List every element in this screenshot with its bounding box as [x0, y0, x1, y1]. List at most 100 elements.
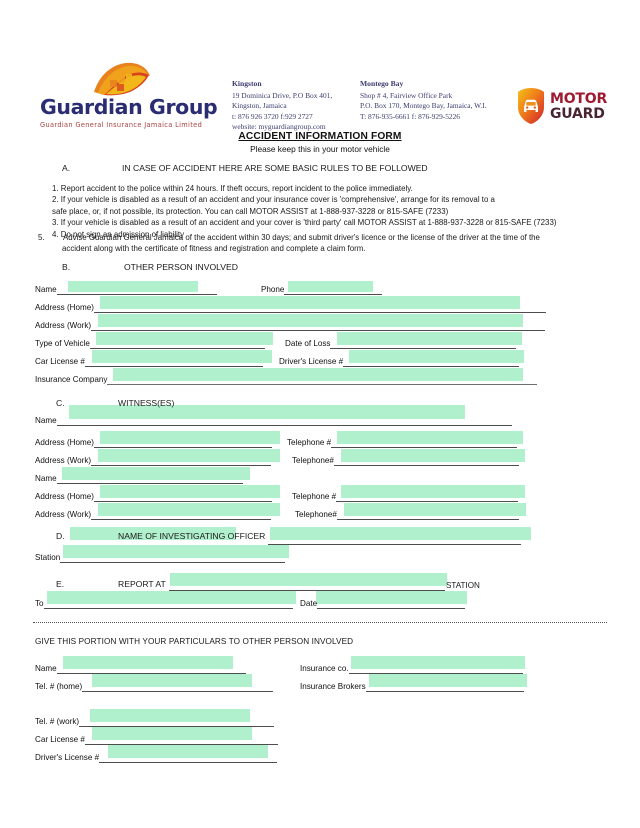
field-witness2-telephone2[interactable]: Telephone#: [295, 508, 519, 520]
field-car-license[interactable]: Car License #: [35, 355, 263, 367]
field-input-line[interactable]: [333, 454, 519, 466]
highlight-block: [288, 281, 373, 292]
field-input-line[interactable]: [84, 355, 263, 367]
field-input-line[interactable]: [91, 508, 272, 520]
field-station[interactable]: Station: [35, 551, 286, 563]
field-input-line[interactable]: [336, 508, 519, 520]
field-label: Insurance Company: [35, 375, 108, 384]
guardian-group-logo: Guardian Group Guardian General Insuranc…: [40, 62, 218, 129]
field-tearoff-insurance-co[interactable]: Insurance co.: [300, 662, 523, 674]
office-address-montego-bay: Montego Bay Shop # 4, Fairview Office Pa…: [360, 79, 487, 122]
field-other-person-address-work[interactable]: Address (Work): [35, 319, 546, 331]
field-insurance-company[interactable]: Insurance Company: [35, 373, 538, 385]
field-date-of-loss[interactable]: Date of Loss: [285, 337, 517, 349]
highlight-block: [351, 656, 525, 669]
field-input-line[interactable]: [331, 436, 518, 448]
field-witness2-address-home[interactable]: Address (Home): [35, 490, 272, 502]
section-b-letter: B.: [62, 262, 71, 272]
office-line: P.O. Box 170, Montego Bay, Jamaica, W.I.: [360, 101, 487, 111]
field-input-line[interactable]: [91, 319, 546, 331]
field-label: Address (Work): [35, 510, 92, 519]
field-input-line[interactable]: [93, 436, 272, 448]
field-label: Car License #: [35, 357, 85, 366]
field-input-line[interactable]: [330, 337, 517, 349]
highlight-block: [98, 449, 280, 462]
field-input-line[interactable]: [60, 551, 286, 563]
shield-car-icon: [518, 88, 544, 124]
section-d-title: NAME OF INVESTIGATING OFFICER: [118, 531, 266, 541]
highlight-block: [92, 350, 272, 363]
field-label: Address (Home): [35, 492, 94, 501]
field-input-line[interactable]: [93, 490, 272, 502]
field-tearoff-tel-home[interactable]: Tel. # (home): [35, 680, 274, 692]
field-report-at-station[interactable]: STATION: [169, 579, 480, 591]
field-input-line[interactable]: [336, 490, 519, 502]
field-input-line[interactable]: [91, 454, 272, 466]
field-date[interactable]: Date: [300, 597, 466, 609]
field-input-line[interactable]: [82, 680, 274, 692]
section-e-title: REPORT AT: [118, 579, 166, 589]
field-witness1-address-work[interactable]: Address (Work): [35, 454, 272, 466]
highlight-block: [98, 503, 280, 516]
field-tearoff-name[interactable]: Name: [35, 662, 246, 674]
field-input-line[interactable]: [268, 533, 521, 545]
field-officer-name-line[interactable]: [268, 533, 521, 545]
highlight-block: [63, 545, 289, 558]
field-input-line[interactable]: [107, 373, 538, 385]
field-other-person-phone[interactable]: Phone: [261, 283, 383, 295]
field-label: Phone: [261, 285, 285, 294]
form-title-block: ACCIDENT INFORMATION FORM Please keep th…: [0, 131, 640, 154]
field-drivers-license[interactable]: Driver's License #: [279, 355, 520, 367]
field-to[interactable]: To: [35, 597, 293, 609]
field-input-line[interactable]: [99, 751, 278, 763]
tear-off-separator: [33, 622, 607, 623]
office-line: Shop # 4, Fairview Office Park: [360, 90, 453, 100]
section-d-heading: D. NAME OF INVESTIGATING OFFICER: [56, 531, 265, 541]
field-witness2-name[interactable]: Name: [35, 472, 243, 484]
highlight-block: [100, 431, 280, 444]
field-label: Station: [35, 553, 61, 562]
field-tearoff-car-license[interactable]: Car License #: [35, 733, 278, 745]
field-witness2-telephone[interactable]: Telephone #: [292, 490, 519, 502]
highlight-block: [70, 527, 236, 540]
field-input-line[interactable]: [317, 597, 466, 609]
field-witness1-telephone2[interactable]: Telephone#: [292, 454, 519, 466]
field-other-person-address-home[interactable]: Address (Home): [35, 301, 546, 313]
field-label: Telephone #: [287, 438, 332, 447]
field-input-line[interactable]: [84, 733, 278, 745]
field-tearoff-drivers-license[interactable]: Driver's License #: [35, 751, 278, 763]
field-witness1-telephone[interactable]: Telephone #: [287, 436, 518, 448]
field-input-line[interactable]: [169, 579, 445, 591]
field-input-line[interactable]: [56, 283, 217, 295]
document-header: Guardian Group Guardian General Insuranc…: [0, 58, 640, 136]
field-input-line[interactable]: [56, 472, 243, 484]
highlight-block: [47, 591, 296, 604]
highlight-block: [92, 727, 252, 740]
field-witness2-address-work[interactable]: Address (Work): [35, 508, 272, 520]
section-a-heading: A. IN CASE OF ACCIDENT HERE ARE SOME BASI…: [62, 163, 428, 173]
field-label: To: [35, 599, 44, 608]
office-line: T: 876-935-6661 f: 876-929-5226: [360, 111, 461, 121]
field-input-line[interactable]: [89, 337, 265, 349]
field-other-person-name[interactable]: Name: [35, 283, 217, 295]
field-witness1-address-home[interactable]: Address (Home): [35, 436, 272, 448]
field-input-line[interactable]: [93, 301, 546, 313]
highlight-block: [68, 281, 198, 292]
field-input-line[interactable]: [79, 715, 275, 727]
field-tearoff-insurance-brokers[interactable]: Insurance Brokers: [300, 680, 524, 692]
field-input-line[interactable]: [365, 680, 524, 692]
field-input-line[interactable]: [348, 662, 523, 674]
page-title: ACCIDENT INFORMATION FORM: [238, 131, 402, 142]
field-label: Name: [35, 416, 57, 425]
field-input-line[interactable]: [43, 597, 293, 609]
field-input-line[interactable]: [56, 414, 512, 426]
field-input-line[interactable]: [284, 283, 383, 295]
field-witness1-name[interactable]: Name: [35, 414, 512, 426]
field-tearoff-tel-work[interactable]: Tel. # (work): [35, 715, 275, 727]
field-label: Tel. # (work): [35, 717, 80, 726]
station-suffix-label: STATION: [446, 581, 480, 590]
field-input-line[interactable]: [343, 355, 520, 367]
field-label: Name: [35, 474, 57, 483]
field-input-line[interactable]: [56, 662, 246, 674]
field-type-of-vehicle[interactable]: Type of Vehicle: [35, 337, 265, 349]
